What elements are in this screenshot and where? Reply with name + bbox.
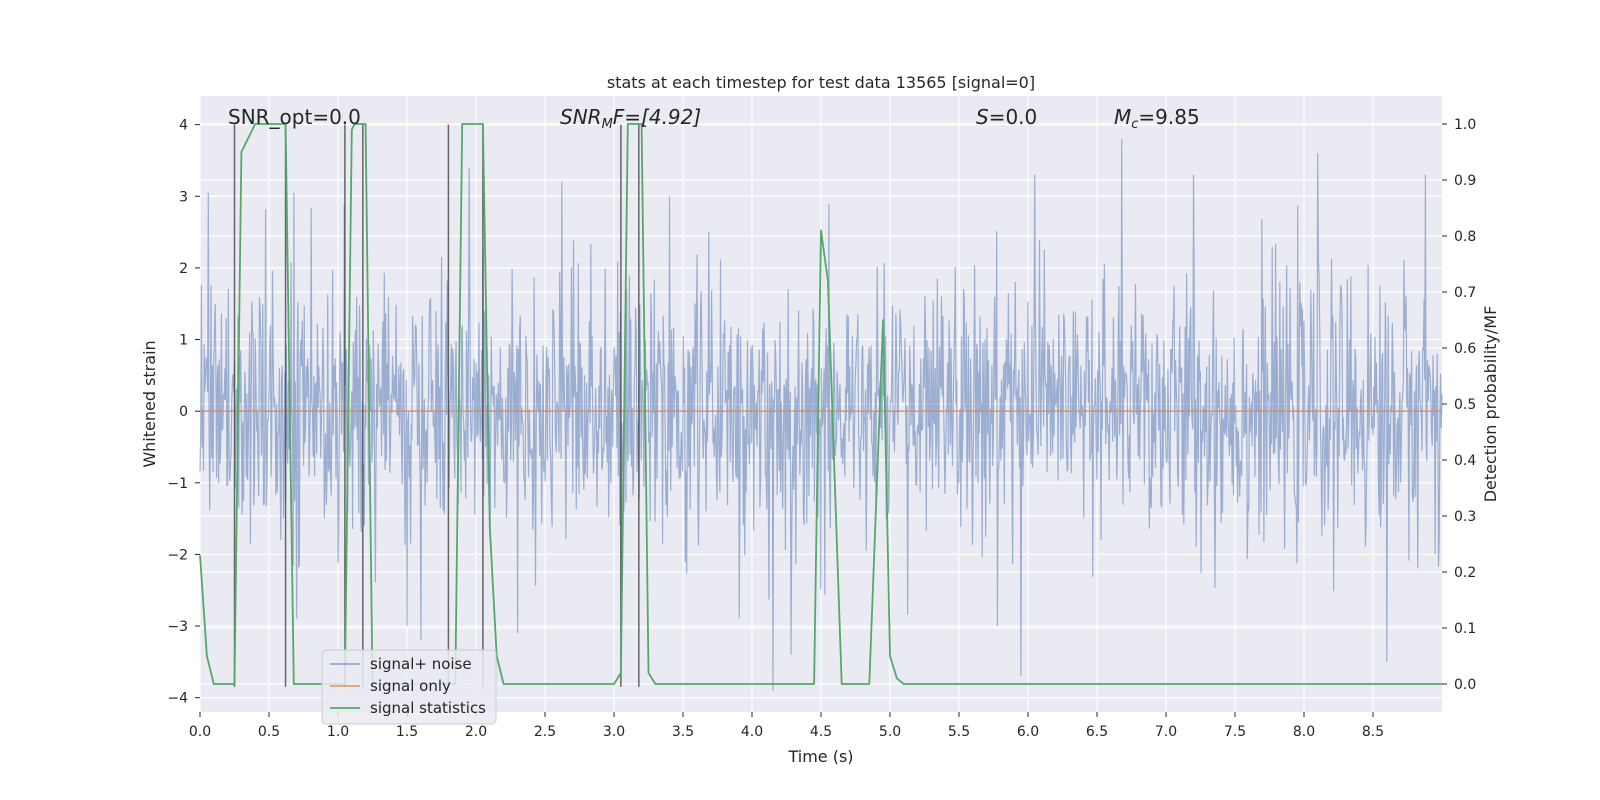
- x-tick-label: 4.5: [810, 724, 832, 740]
- x-tick-label: 8.5: [1362, 724, 1384, 740]
- y-tick-label: −4: [167, 691, 188, 707]
- y2-ticks: 0.0 0.1 0.2 0.3 0.4 0.5 0.6 0.7 0.8 0.9 1.0: [1442, 117, 1476, 693]
- y2-tick-label: 1.0: [1454, 117, 1476, 133]
- y2-tick-label: 0.6: [1454, 341, 1476, 357]
- noise-trace: [199, 138, 1443, 691]
- y2-tick-label: 0.8: [1454, 229, 1476, 245]
- chart-title: stats at each timestep for test data 135…: [607, 73, 1035, 92]
- x-tick-label: 1.0: [327, 724, 349, 740]
- vertical-lines: [233, 124, 640, 687]
- y2-tick-label: 0.4: [1454, 453, 1476, 469]
- signal-statistics-line: [199, 123, 1442, 685]
- x-tick-label: 5.5: [948, 724, 970, 740]
- x-tick-label: 6.5: [1086, 724, 1108, 740]
- legend-label-signal-noise: signal+ noise: [370, 655, 472, 673]
- y-tick-label: 2: [179, 261, 188, 277]
- x-tick-label: 1.5: [396, 724, 418, 740]
- x-tick-label: 5.0: [879, 724, 901, 740]
- y2-tick-label: 0.5: [1454, 397, 1476, 413]
- x-ticks: 0.0 0.5 1.0 1.5 2.0 2.5 3.0 3.5 4.0 4.5 5.0 5.5 6.0 6…: [189, 712, 1384, 740]
- x-tick-label: 2.0: [465, 724, 487, 740]
- y-tick-label: 1: [179, 333, 188, 349]
- y-tick-label: −3: [167, 619, 188, 635]
- annotation-snr-mf: SNRMF=[4.92]: [560, 105, 701, 132]
- y2-tick-label: 0.3: [1454, 509, 1476, 525]
- annotation-snr-opt: SNR_opt=0.0: [228, 105, 361, 129]
- y-ticks: −4 −3 −2 −1 0 1 2 3 4: [167, 118, 200, 707]
- x-tick-label: 0.0: [189, 724, 211, 740]
- y-axis-label: Whitened strain: [140, 340, 159, 467]
- y-tick-label: 3: [179, 189, 188, 205]
- x-tick-label: 6.0: [1017, 724, 1039, 740]
- annotation-mc: Mc=9.85: [1114, 105, 1200, 132]
- annotation-s: S=0.0: [976, 105, 1037, 129]
- x-tick-label: 8.0: [1293, 724, 1315, 740]
- x-tick-label: 7.5: [1224, 724, 1246, 740]
- x-tick-label: 7.0: [1155, 724, 1177, 740]
- series-signal-noise: [199, 138, 1443, 691]
- y-tick-label: 0: [179, 404, 188, 420]
- legend-label-signal-statistics: signal statistics: [370, 699, 486, 717]
- y2-tick-label: 0.7: [1454, 285, 1476, 301]
- legend-label-signal-only: signal only: [370, 677, 451, 695]
- annotations: SNR_opt=0.0 SNRMF=[4.92] S=0.0 Mc=9.85: [228, 105, 1200, 132]
- x-tick-label: 3.5: [672, 724, 694, 740]
- y2-tick-label: 0.1: [1454, 621, 1476, 637]
- x-tick-label: 2.5: [534, 724, 556, 740]
- series-signal-statistics: [199, 123, 1442, 685]
- y-tick-label: −2: [167, 547, 188, 563]
- y2-tick-label: 0.9: [1454, 173, 1476, 189]
- x-tick-label: 0.5: [258, 724, 280, 740]
- x-tick-label: 4.0: [741, 724, 763, 740]
- y2-axis-label: Detection probability/MF: [1481, 306, 1500, 503]
- legend-box: [321, 649, 497, 725]
- x-axis-label: Time (s): [787, 747, 853, 766]
- x-tick-label: 3.0: [603, 724, 625, 740]
- y-tick-label: −1: [167, 476, 188, 492]
- legend: signal+ noise signal only signal statist…: [321, 649, 497, 725]
- y2-tick-label: 0.0: [1454, 677, 1476, 693]
- y-tick-label: 4: [179, 118, 188, 134]
- y2-tick-label: 0.2: [1454, 565, 1476, 581]
